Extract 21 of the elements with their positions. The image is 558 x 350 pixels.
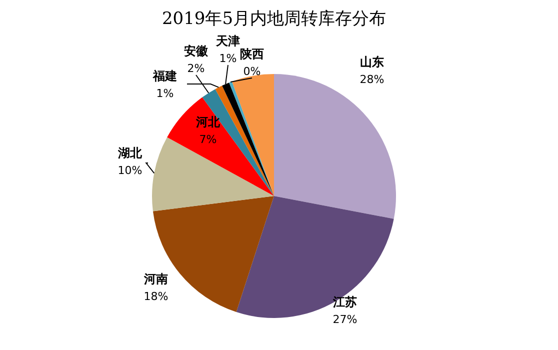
slice-label: 福建 [152,69,177,83]
data-label: 2% [187,62,205,75]
data-label: 1% [156,87,174,100]
data-label: 0% [243,65,261,78]
slice-label: 天津 [215,34,240,48]
pie-slice [274,74,396,219]
pie-slice [167,97,274,196]
data-label: 18% [144,290,168,303]
data-label: 7% [199,133,217,146]
chart-title: 2019年5月内地周转库存分布 [162,9,386,29]
slice-label: 陕西 [240,47,264,61]
slice-label: 河北 [195,115,221,129]
data-label: 28% [360,73,384,86]
slice-label: 安徽 [184,44,209,58]
slice-label: 江苏 [332,295,357,309]
data-label: 10% [118,164,142,177]
slice-label: 河南 [143,272,168,286]
data-label: 27% [332,313,358,326]
data-label: 1% [219,52,237,65]
slice-label: 山东 [360,55,384,69]
slice-label: 湖北 [117,146,143,160]
